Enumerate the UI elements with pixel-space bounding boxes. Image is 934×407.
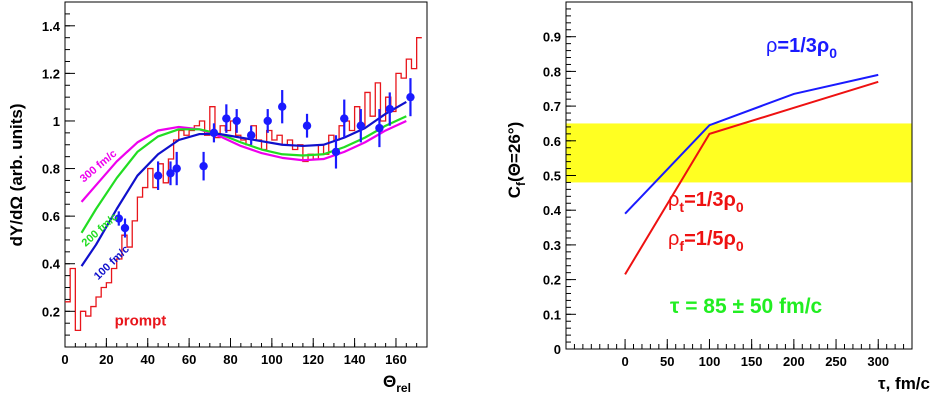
y-tick-label: 0.7 <box>543 99 561 114</box>
right-axis-ticks: 0 50 100 150 200 250 300 0 0.1 0.2 0.3 0.4 0.5 0.6 0.7… <box>543 8 905 369</box>
y-tick-label: 0.8 <box>42 162 60 177</box>
legend-blue: ρ=1/3ρ0 <box>766 35 837 61</box>
y-tick-label: 0.8 <box>543 64 561 79</box>
series-line <box>624 73 879 215</box>
data-point <box>406 92 415 102</box>
data-point <box>222 114 231 123</box>
x-tick-label: 20 <box>99 352 113 367</box>
x-tick-label: 120 <box>302 352 324 367</box>
data-point <box>209 128 219 138</box>
data-point <box>246 131 256 140</box>
curve-label: prompt <box>115 313 167 330</box>
tau-result: τ = 85 ± 50 fm/c <box>670 295 823 318</box>
y-tick-label: 0.2 <box>543 273 561 288</box>
data-point <box>356 121 366 130</box>
x-tick-label: 0 <box>621 354 628 369</box>
data-point <box>199 161 208 171</box>
x-tick-label: 200 <box>783 354 805 369</box>
model-curves <box>80 100 407 267</box>
left-y-axis-label: dY/dΩ (arb. units) <box>7 103 26 246</box>
data-point <box>331 147 341 157</box>
x-tick-label: 60 <box>182 352 196 367</box>
y-tick-label: 1 <box>53 114 60 129</box>
y-tick-label: 0 <box>554 342 561 357</box>
left-panel: 0 20 40 60 80 100 120 140 160 0.2 0.4 0.6 0.8 1 1.2 1.4… <box>7 1 428 395</box>
x-tick-label: 100 <box>261 352 283 367</box>
band-rect <box>566 123 912 183</box>
x-tick-label: 0 <box>61 352 68 367</box>
y-tick-label: 1.2 <box>42 66 60 81</box>
x-tick-label: 160 <box>385 352 407 367</box>
curve-label: 200 fm/c <box>80 211 121 249</box>
right-x-axis-label: τ, fm/c <box>878 374 930 393</box>
y-tick-label: 0.6 <box>42 209 60 224</box>
y-tick-label: 0.5 <box>543 169 561 184</box>
data-point <box>232 116 241 126</box>
y-tick-label: 0.2 <box>42 304 60 319</box>
data-points <box>114 78 415 238</box>
x-tick-label: 100 <box>699 354 721 369</box>
right-panel: 0 50 100 150 200 250 300 0 0.1 0.2 0.3 0.4 0.5 0.6 0.7… <box>505 1 930 393</box>
legend-red-rho-t: ρt=1/3ρ0 <box>668 189 744 215</box>
histogram-line <box>65 37 422 331</box>
y-tick-label: 1.4 <box>42 19 61 34</box>
left-axis-ticks: 0 20 40 60 80 100 120 140 160 0.2 0.4 0.6 0.8 1 1.2 1.4 <box>42 1 428 367</box>
data-point <box>278 102 287 111</box>
x-tick-label: 50 <box>660 354 674 369</box>
data-point <box>340 114 349 123</box>
series-line <box>80 100 407 267</box>
data-point <box>114 214 123 223</box>
model-lines <box>624 73 879 275</box>
y-tick-label: 0.4 <box>543 203 562 218</box>
x-tick-label: 140 <box>344 352 366 367</box>
x-tick-label: 250 <box>825 354 847 369</box>
y-tick-label: 0.4 <box>42 257 61 272</box>
prompt-histogram <box>65 37 422 331</box>
x-tick-label: 80 <box>223 352 237 367</box>
series-line <box>80 115 407 234</box>
data-point <box>385 104 394 114</box>
data-point <box>375 123 384 133</box>
data-point <box>153 171 163 180</box>
y-tick-label: 0.6 <box>543 134 561 149</box>
left-x-axis-label: Θrel <box>383 372 411 395</box>
left-plot-frame <box>64 1 428 348</box>
data-point <box>302 121 312 130</box>
data-point <box>166 169 175 178</box>
series-line <box>80 119 407 203</box>
data-point <box>263 116 272 126</box>
y-tick-label: 0.1 <box>543 307 561 322</box>
y-tick-label: 0.3 <box>543 238 561 253</box>
series-line <box>624 80 879 275</box>
x-tick-label: 150 <box>741 354 763 369</box>
data-point <box>172 164 181 173</box>
x-tick-label: 300 <box>867 354 889 369</box>
right-y-axis-label: Cf(Θ=26°) <box>505 122 528 198</box>
measurement-band <box>566 123 912 183</box>
x-tick-label: 40 <box>141 352 155 367</box>
data-point <box>120 223 130 233</box>
y-tick-label: 0.9 <box>543 30 561 45</box>
legend-red-rho-f: ρf=1/5ρ0 <box>668 228 744 254</box>
